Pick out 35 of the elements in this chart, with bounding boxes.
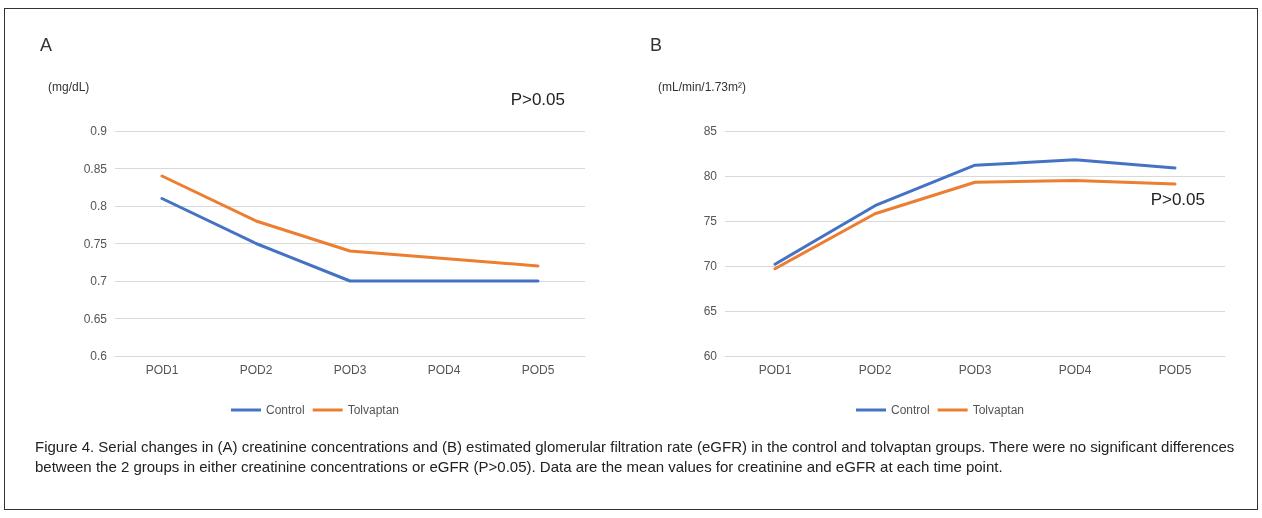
annotation: P>0.05	[1150, 190, 1206, 209]
text: P>0.05	[510, 90, 566, 109]
y-tick-label: 0.8	[90, 199, 108, 213]
x-tick-label: POD4	[427, 363, 461, 377]
legend-label: Control	[890, 403, 930, 417]
legend-label: Control	[265, 403, 305, 417]
y-axis-title: (mg/dL)	[48, 80, 90, 94]
x-tick-label: POD1	[145, 363, 179, 377]
x-tick-label: POD5	[1158, 363, 1192, 377]
y-tick-label: 0.85	[83, 161, 108, 176]
x-tick-label: POD2	[239, 363, 273, 377]
y-tick-label: 65	[703, 304, 718, 318]
y-tick-label: 85	[703, 124, 718, 138]
caption: Figure 4. Serial changes in (A) creatinine concentrations and (B) estimated glomerular filtration rate (eGFR) in the control and tolvaptan groups. There were no significant differences between the 2 groups in either creatinine concentrations or eGFR (P>0.05). Data are the mean values for creatinine and eGFR at each time point.	[35, 437, 1235, 477]
y-tick-label: 60	[703, 349, 718, 363]
line-series	[160, 174, 540, 268]
x-tick-label: POD5	[521, 363, 555, 377]
x-tick-label: POD1	[758, 363, 792, 377]
y-tick-label: 75	[703, 214, 718, 228]
y-tick-label: 80	[703, 169, 718, 183]
x-tick-label: POD4	[1058, 363, 1092, 377]
y-tick-label: 0.75	[83, 236, 108, 251]
y-tick-label: 0.7	[90, 274, 108, 288]
legend-label: Tolvaptan	[972, 403, 1025, 417]
y-axis-title: (mL/min/1.73m²)	[658, 80, 747, 94]
x-tick-label: POD3	[333, 363, 367, 377]
y-tick-label: 0.9	[90, 124, 108, 138]
y-tick-label: 0.65	[83, 311, 108, 326]
y-tick-label: 70	[703, 259, 718, 273]
y-tick-label: 0.6	[90, 349, 108, 363]
chart-title: A	[40, 35, 53, 55]
x-tick-label: POD3	[958, 363, 992, 377]
legend-label: Tolvaptan	[347, 403, 400, 417]
x-tick-label: POD2	[858, 363, 892, 377]
chart-title: B	[650, 35, 663, 55]
